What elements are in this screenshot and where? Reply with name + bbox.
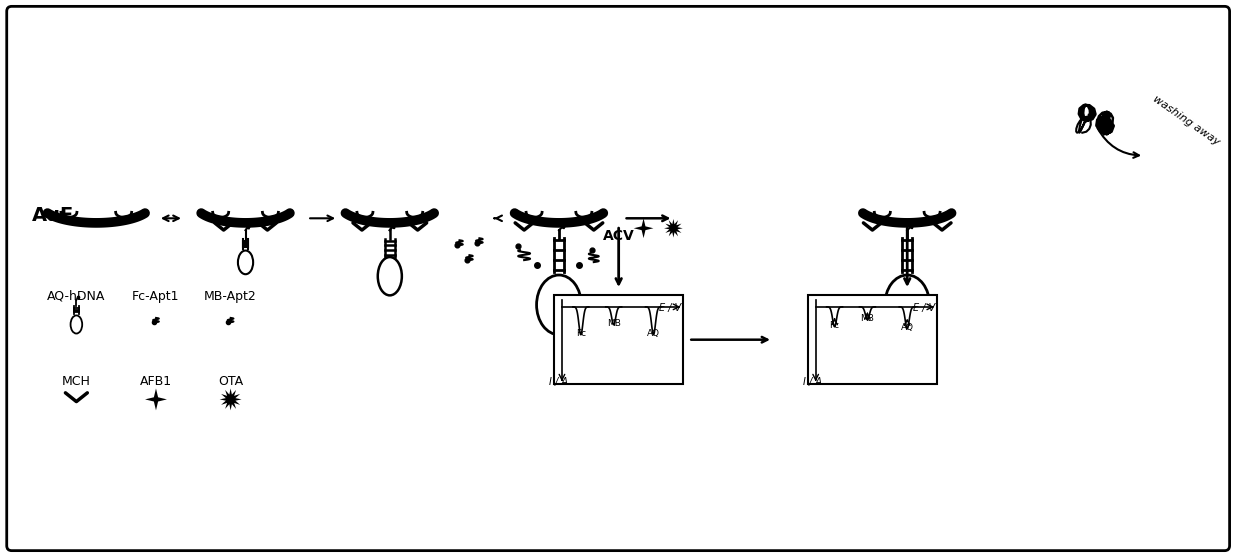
Polygon shape [633,218,653,238]
Text: ACV: ACV [603,229,634,243]
Text: OTA: OTA [218,374,243,388]
Polygon shape [145,388,167,411]
Polygon shape [219,388,242,411]
Text: AQ: AQ [647,329,660,338]
Text: AFB1: AFB1 [140,374,172,388]
Text: MB-Apt2: MB-Apt2 [204,290,256,303]
Text: MCH: MCH [62,374,90,388]
FancyBboxPatch shape [6,6,1229,551]
Text: AuE: AuE [32,206,74,225]
Text: E / V: E / V [659,303,681,313]
Text: AQ: AQ [901,323,913,332]
Text: Fc-Apt1: Fc-Apt1 [133,290,180,303]
Bar [808,295,937,384]
Text: Fc: Fc [830,321,840,330]
Text: Fc: Fc [576,329,586,338]
Text: MB: MB [860,314,875,323]
Polygon shape [664,219,683,237]
Text: I / A: I / A [549,378,569,388]
Bar [554,295,684,384]
Text: washing away: washing away [1151,94,1222,148]
Text: AQ-hDNA: AQ-hDNA [47,290,105,303]
Text: E / V: E / V [913,303,935,313]
Text: MB: MB [607,319,621,328]
Text: I / A: I / A [803,378,823,388]
